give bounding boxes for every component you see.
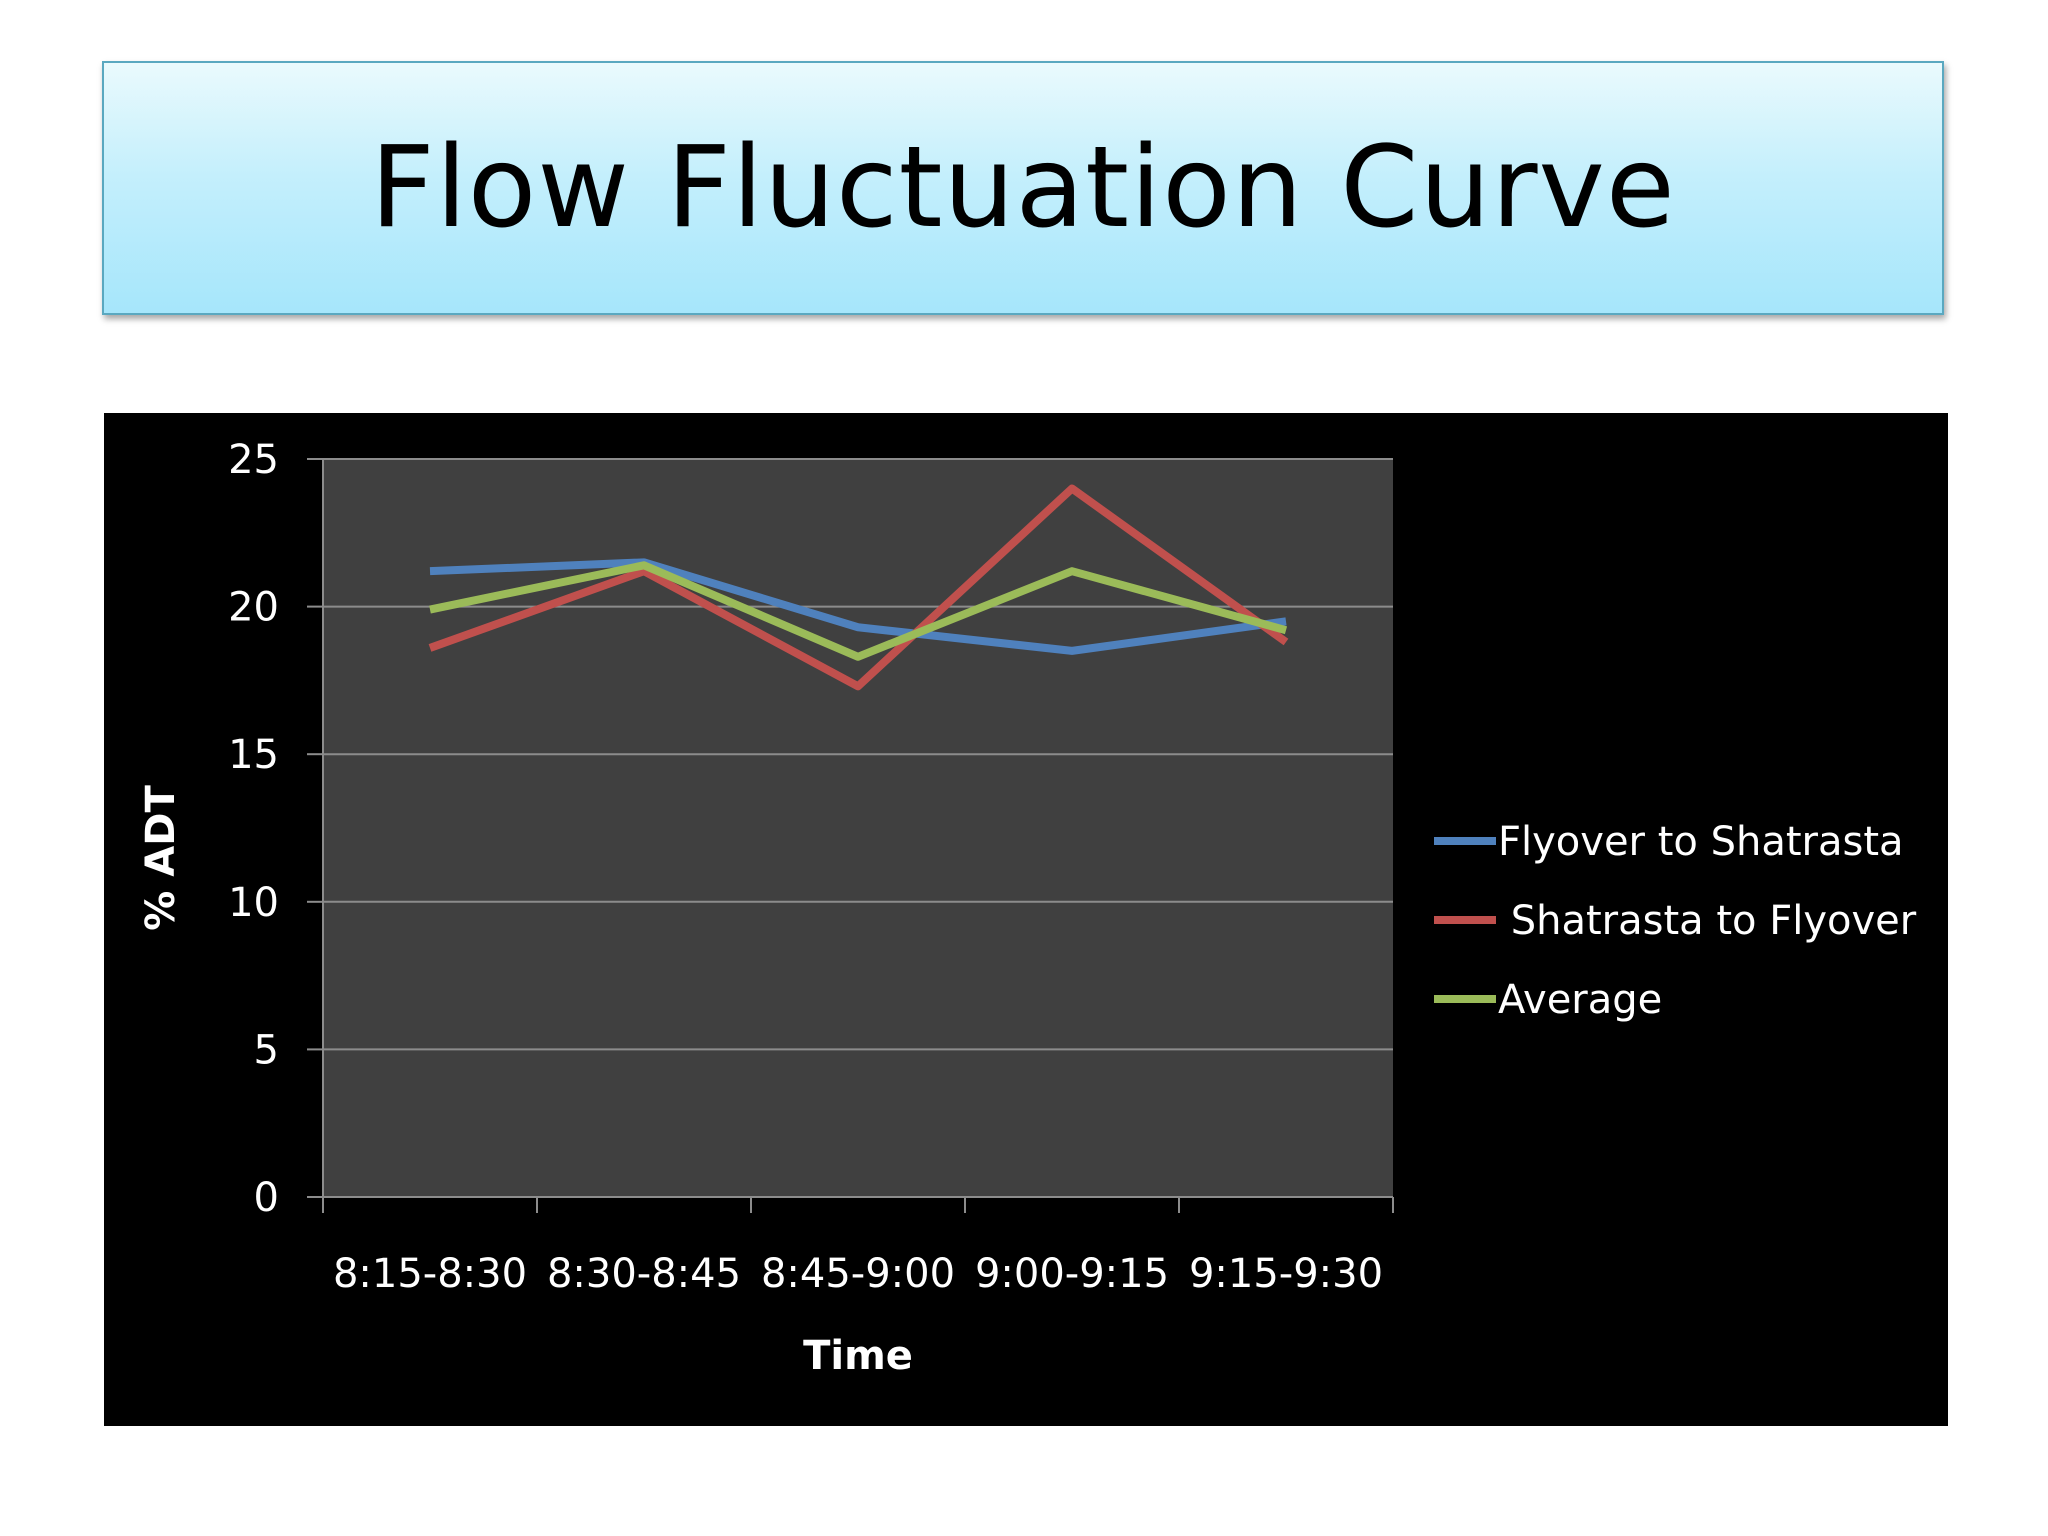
series-line: [429, 558, 1287, 655]
line-chart: 0 5 10 15 20 25 8:15-8:30 8:30-8:45 8:45-9:00 9:0…: [138, 437, 1917, 1379]
legend-entry: Average: [1498, 977, 1662, 1023]
y-tick-label: 0: [254, 1175, 279, 1221]
y-tick-label: 10: [228, 880, 279, 926]
y-tick-label: 25: [228, 437, 279, 483]
y-tick-label: 20: [228, 585, 279, 631]
plot-background: [323, 459, 1393, 1197]
y-tick-label: 15: [228, 732, 279, 778]
x-tick-label: 8:45-9:00: [761, 1251, 955, 1297]
y-tick-label: 5: [254, 1027, 279, 1073]
x-tick-label: 8:30-8:45: [547, 1251, 741, 1297]
y-axis-title: % ADT: [138, 785, 184, 931]
x-tick-label: 9:15-9:30: [1189, 1251, 1383, 1297]
series-line: [428, 484, 1289, 691]
series-line: [429, 561, 1288, 661]
title-banner: Flow Fluctuation Curve: [102, 61, 1944, 315]
legend-entry: Shatrasta to Flyover: [1498, 898, 1917, 944]
chart-container: 0 5 10 15 20 25 8:15-8:30 8:30-8:45 8:45-9:00 9:0…: [104, 413, 1948, 1426]
x-axis-title: Time: [803, 1333, 913, 1379]
x-tick-label: 9:00-9:15: [975, 1251, 1169, 1297]
x-tick-label: 8:15-8:30: [333, 1251, 527, 1297]
legend-entry: Flyover to Shatrasta: [1498, 819, 1904, 865]
slide-title: Flow Fluctuation Curve: [370, 123, 1676, 253]
